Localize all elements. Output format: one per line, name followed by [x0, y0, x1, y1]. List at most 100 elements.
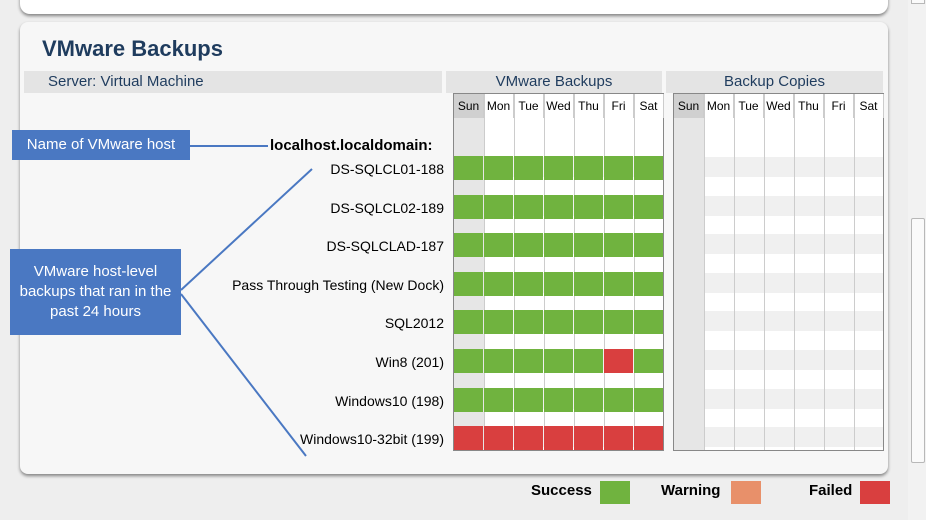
day-header-mon: Mon — [704, 94, 734, 118]
backup-status-cell[interactable] — [454, 426, 483, 451]
vm-row-label: Windows10 (198) — [335, 392, 444, 409]
backups-connector-up — [180, 168, 313, 291]
backup-status-cell[interactable] — [484, 271, 513, 296]
vmware-backups-grid: Sun Mon Tue Wed Thu Fri Sat — [453, 93, 664, 451]
backup-status-cell[interactable] — [604, 349, 633, 373]
day-header-fri: Fri — [824, 94, 854, 118]
backups-connector-down — [180, 293, 307, 457]
backup-status-cell[interactable] — [514, 349, 543, 373]
backup-status-cell[interactable] — [454, 194, 483, 219]
backup-status-cell[interactable] — [484, 387, 513, 412]
backup-status-cell[interactable] — [544, 156, 573, 180]
backup-status-cell[interactable] — [604, 233, 633, 258]
backup-status-cell[interactable] — [544, 310, 573, 335]
backup-status-cell[interactable] — [514, 233, 543, 258]
day-header-sun: Sun — [674, 94, 704, 118]
backup-status-cell[interactable] — [544, 387, 573, 412]
backup-status-cell[interactable] — [484, 156, 513, 180]
vm-row-label: Windows10-32bit (199) — [300, 431, 444, 448]
backup-status-cell[interactable] — [454, 349, 483, 373]
panel-title: VMware Backups — [42, 36, 223, 61]
backup-status-cell[interactable] — [634, 233, 663, 258]
backup-status-cell[interactable] — [454, 271, 483, 296]
backup-status-cell[interactable] — [484, 349, 513, 373]
backup-status-cell[interactable] — [634, 426, 663, 451]
backup-status-cell[interactable] — [634, 194, 663, 219]
backup-status-cell[interactable] — [484, 233, 513, 258]
grid-band — [674, 388, 883, 409]
legend-failed-label: Failed — [809, 482, 853, 499]
backup-status-cell[interactable] — [484, 194, 513, 219]
grid-band — [674, 427, 883, 448]
server-header: Server: Virtual Machine — [24, 71, 442, 93]
backup-status-cell[interactable] — [544, 426, 573, 451]
grid-band — [674, 272, 883, 293]
backup-status-cell[interactable] — [604, 194, 633, 219]
grid-band — [674, 311, 883, 332]
day-header-sun: Sun — [454, 94, 484, 118]
vm-row-label: DS-SQLCL02-189 — [330, 199, 444, 216]
legend-success-label: Success — [531, 482, 592, 499]
day-header-tue: Tue — [514, 94, 544, 118]
backup-status-cell[interactable] — [574, 426, 603, 451]
backup-status-cell[interactable] — [574, 349, 603, 373]
backup-status-cell[interactable] — [484, 310, 513, 335]
backup-status-cell[interactable] — [544, 271, 573, 296]
backup-status-cell[interactable] — [544, 194, 573, 219]
day-header-wed: Wed — [544, 94, 574, 118]
vm-row-label: DS-SQLCL01-188 — [330, 161, 444, 177]
host-label: localhost.localdomain: — [270, 137, 433, 154]
backup-status-cell[interactable] — [454, 156, 483, 180]
grid-line — [794, 94, 795, 450]
backup-status-cell[interactable] — [634, 271, 663, 296]
backup-status-cell[interactable] — [514, 426, 543, 451]
backup-status-cell[interactable] — [454, 233, 483, 258]
scrollbar-thumb[interactable] — [911, 218, 925, 463]
grid-line — [764, 94, 765, 450]
backup-status-cell[interactable] — [604, 426, 633, 451]
backup-status-cell[interactable] — [634, 387, 663, 412]
day-header-wed: Wed — [764, 94, 794, 118]
backup-status-cell[interactable] — [454, 310, 483, 335]
backup-status-cell[interactable] — [544, 233, 573, 258]
backup-status-cell[interactable] — [514, 271, 543, 296]
backup-status-cell[interactable] — [574, 156, 603, 180]
backup-status-cell[interactable] — [604, 156, 633, 180]
backup-status-cell[interactable] — [484, 426, 513, 451]
backup-status-cell[interactable] — [604, 387, 633, 412]
grid-band — [674, 195, 883, 216]
vmware-backups-header: VMware Backups — [446, 71, 662, 93]
backup-status-cell[interactable] — [574, 387, 603, 412]
legend-warning-label: Warning — [661, 482, 721, 499]
scrollbar-top-cap[interactable] — [911, 0, 925, 4]
backup-status-cell[interactable] — [514, 387, 543, 412]
backup-status-cell[interactable] — [514, 310, 543, 335]
backup-status-cell[interactable] — [574, 271, 603, 296]
backup-status-cell[interactable] — [574, 233, 603, 258]
vertical-scrollbar[interactable] — [908, 0, 926, 520]
backup-status-cell[interactable] — [574, 194, 603, 219]
backup-copies-grid: Sun Mon Tue Wed Thu Fri Sat — [673, 93, 884, 451]
vm-row-label: Win8 (201) — [375, 354, 444, 370]
grid-line — [824, 94, 825, 450]
backup-status-cell[interactable] — [454, 387, 483, 412]
backup-status-cell[interactable] — [514, 194, 543, 219]
vm-row-label: Pass Through Testing (New Dock) — [232, 276, 444, 293]
backup-status-cell[interactable] — [604, 271, 633, 296]
day-header-thu: Thu — [574, 94, 604, 118]
host-callout: Name of VMware host — [12, 130, 190, 160]
backup-copies-header: Backup Copies — [666, 71, 883, 93]
legend-success-swatch — [600, 481, 630, 504]
backup-status-cell[interactable] — [634, 349, 663, 373]
backup-status-cell[interactable] — [604, 310, 633, 335]
grid-band — [674, 157, 883, 177]
backups-callout: VMware host-level backups that ran in th… — [10, 249, 181, 335]
backup-status-cell[interactable] — [514, 156, 543, 180]
vm-row-label: DS-SQLCLAD-187 — [326, 238, 445, 255]
backup-status-cell[interactable] — [544, 349, 573, 373]
backup-status-cell[interactable] — [634, 156, 663, 180]
grid-band — [674, 350, 883, 370]
backup-status-cell[interactable] — [574, 310, 603, 335]
backup-status-cell[interactable] — [634, 310, 663, 335]
